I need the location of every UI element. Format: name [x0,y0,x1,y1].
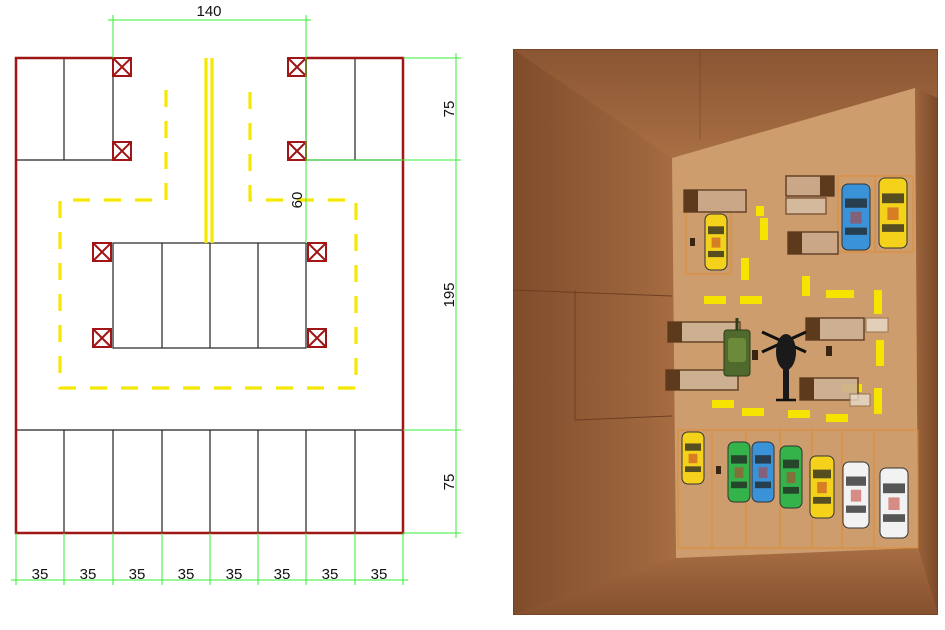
bottom-dimension-label: 35 [178,566,195,583]
right-dimension-label: 75 [441,101,458,118]
pillar-icon [112,141,132,161]
pillar-icon [92,242,112,262]
pillar-icon [307,328,327,348]
toy-car-icon [751,441,775,503]
dimension-lines [11,15,461,585]
toy-car-icon [878,177,908,249]
toy-car-icon [727,441,751,503]
stall-lines-top-right [305,58,403,161]
pillar-icon [787,231,839,255]
box-wall-bottom [513,548,938,615]
lane-markings [58,58,358,390]
parking-floor-plan: 140 60 75 195 75 35 35 35 35 35 35 35 35 [11,3,461,585]
toy-car-icon [704,213,728,271]
pillar-icon [683,189,747,213]
box-wall-right [915,88,938,615]
top-dimension-label: 140 [196,3,221,20]
toy-car-icon [779,445,803,509]
toy-car-icon [809,455,835,519]
pillar-icon [785,175,835,197]
dimension-labels: 140 60 75 195 75 35 35 35 35 35 35 35 35 [32,3,458,583]
toy-car-icon [841,183,871,251]
stall-lines-bottom [16,429,403,533]
bottom-dimension-label: 35 [32,566,49,583]
pillar-icon [865,317,889,333]
bottom-dimension-label: 35 [80,566,97,583]
pillar-icon [287,141,307,161]
bottom-dimension-label: 35 [226,566,243,583]
bottom-dimension-label: 35 [371,566,388,583]
stall-lines-top-left [16,58,114,161]
toy-car-icon [879,467,909,539]
pillar-icon [849,393,871,407]
right-dimension-label: 195 [441,282,458,307]
model-pillars [665,175,889,407]
toy-car-icon [842,461,870,529]
pillar-icon [667,321,741,343]
bottom-dimension-label: 35 [322,566,339,583]
tank-icon [723,318,751,377]
pillar-icon [799,377,859,401]
model-photo [513,49,938,615]
toy-car-icon [681,431,705,485]
pillars [92,57,327,348]
pillar-icon [785,197,827,215]
box-wall-top [513,49,938,158]
pillar-icon [112,57,132,77]
helicopter-icon [761,330,807,402]
pillar-icon [805,317,865,341]
right-dimension-label: 75 [441,474,458,491]
pillar-icon [307,242,327,262]
pillar-icon [287,57,307,77]
stall-lines-center [112,242,307,349]
inner-dimension-label: 60 [289,192,306,209]
tape-markings [704,206,884,422]
box-wall-left [513,49,676,615]
pillar-icon [665,369,739,391]
bottom-dimension-label: 35 [129,566,146,583]
bottom-dimension-label: 35 [274,566,291,583]
pillar-icon [92,328,112,348]
